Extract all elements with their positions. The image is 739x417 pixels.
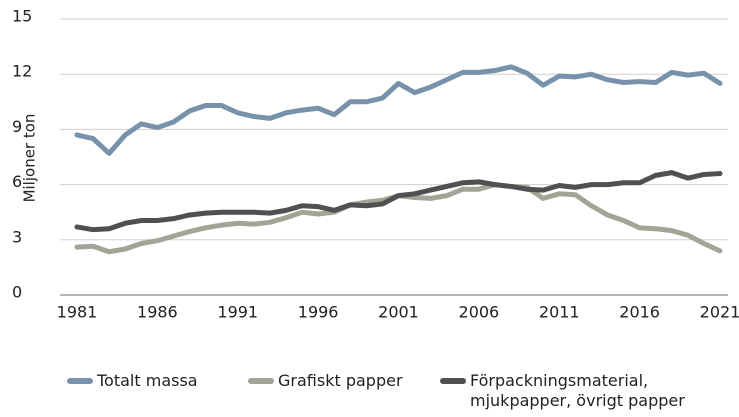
y-tick-label: 9 (12, 117, 22, 136)
legend-label: Förpackningsmaterial, mjukpapper, övrigt… (470, 371, 685, 410)
legend-swatch (440, 378, 466, 384)
x-tick-label: 2021 (700, 303, 739, 322)
y-tick-label: 0 (12, 283, 22, 302)
x-tick-label: 2016 (619, 303, 660, 322)
legend-item: Grafiskt papper (248, 371, 403, 391)
x-tick-label: 1996 (298, 303, 339, 322)
y-tick-label: 3 (12, 227, 22, 246)
series-line (74, 64, 723, 156)
legend-swatch (248, 378, 274, 384)
x-tick-label: 2006 (459, 303, 500, 322)
legend-label: Totalt massa (97, 371, 198, 390)
y-axis-label: Miljoner ton (21, 114, 39, 203)
y-tick-label: 6 (12, 172, 22, 191)
legend-label: Grafiskt papper (278, 371, 403, 390)
legend-item: Totalt massa (67, 371, 198, 391)
series-line (74, 170, 723, 233)
x-tick-label: 2001 (378, 303, 419, 322)
y-tick-label: 15 (12, 7, 32, 26)
legend-item: Förpackningsmaterial, mjukpapper, övrigt… (440, 371, 700, 411)
x-tick-label: 1981 (57, 303, 98, 322)
x-tick-label: 1986 (137, 303, 178, 322)
legend-swatch (67, 378, 93, 384)
x-tick-label: 2011 (539, 303, 580, 322)
x-tick-label: 1991 (217, 303, 258, 322)
y-tick-label: 12 (12, 62, 32, 81)
